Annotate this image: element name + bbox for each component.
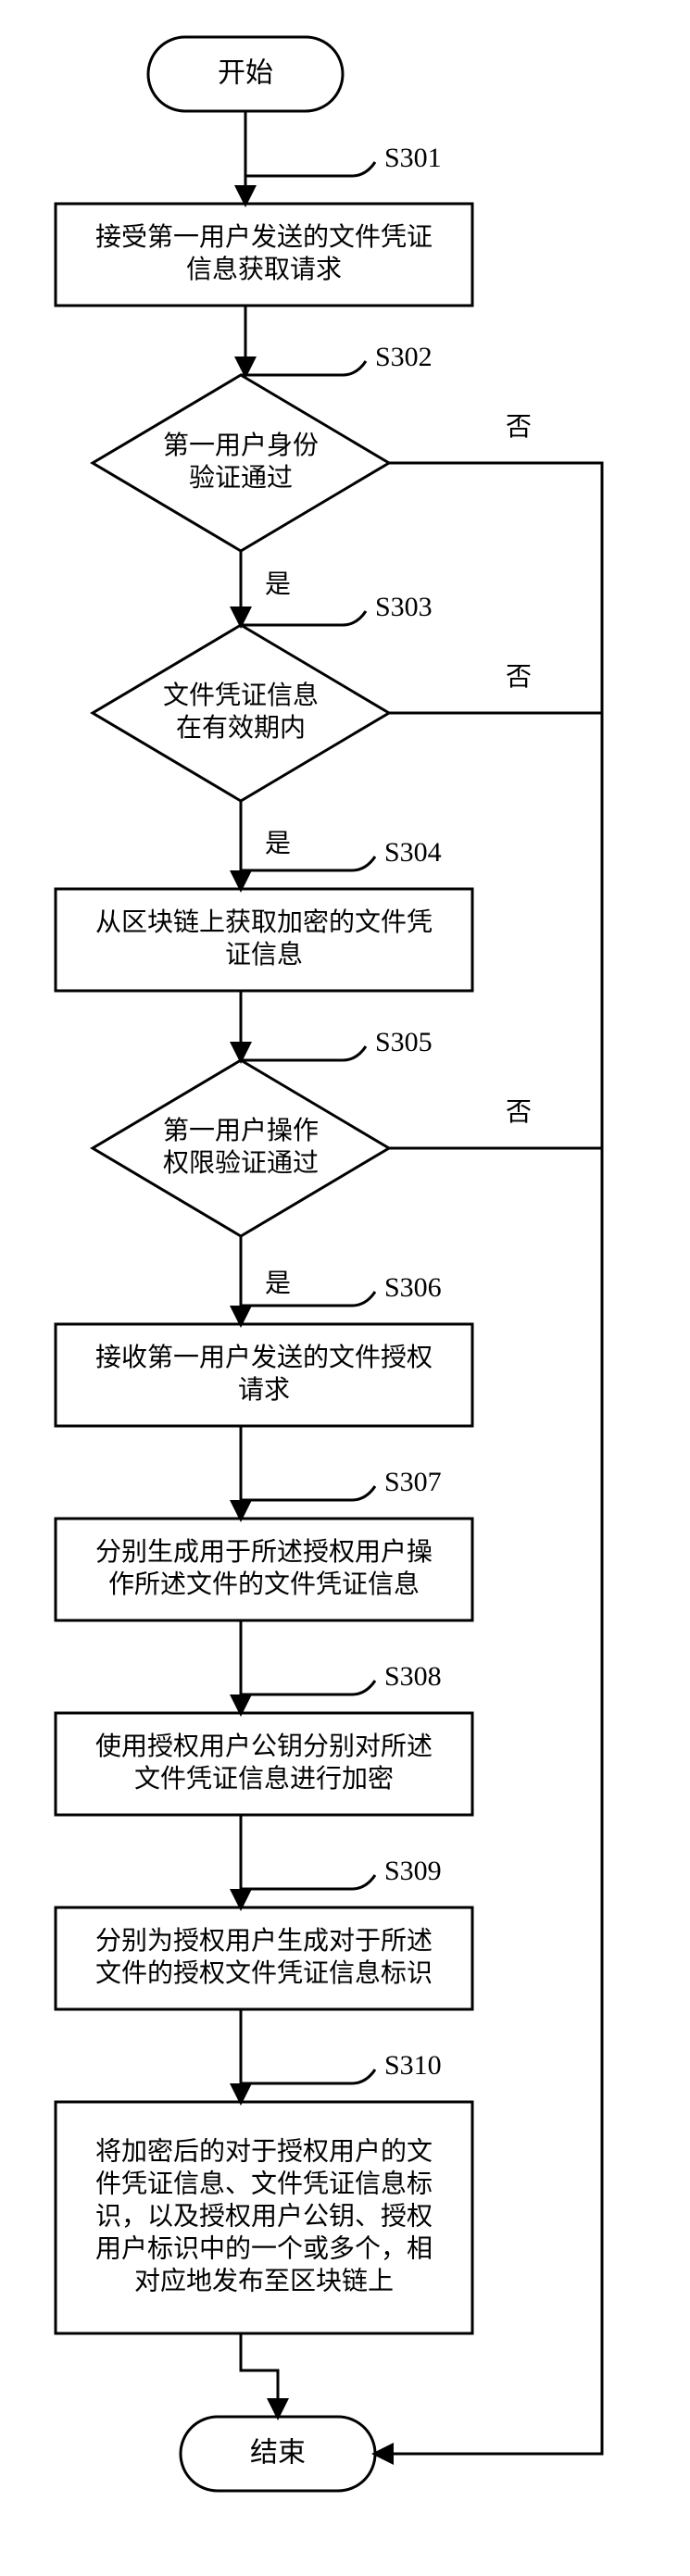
svg-text:验证通过: 验证通过 — [189, 463, 293, 493]
svg-text:信息获取请求: 信息获取请求 — [186, 255, 342, 284]
step-label-s301: S301 — [384, 143, 442, 173]
step-label-s305: S305 — [375, 1027, 433, 1057]
svg-text:请求: 请求 — [238, 1375, 290, 1405]
node-s304: 从区块链上获取加密的文件凭证信息 — [56, 889, 472, 991]
svg-text:分别为授权用户生成对于所述: 分别为授权用户生成对于所述 — [95, 1926, 433, 1956]
svg-text:文件凭证信息进行加密: 文件凭证信息进行加密 — [134, 1764, 394, 1794]
svg-text:分别生成用于所述授权用户操: 分别生成用于所述授权用户操 — [95, 1537, 433, 1567]
node-s308: 使用授权用户公钥分别对所述文件凭证信息进行加密 — [56, 1713, 472, 1815]
node-s309: 分别为授权用户生成对于所述文件的授权文件凭证信息标识 — [56, 1907, 472, 2009]
node-s310: 将加密后的对于授权用户的文件凭证信息、文件凭证信息标识，以及授权用户公钥、授权用… — [56, 2102, 472, 2333]
svg-text:将加密后的对于授权用户的文: 将加密后的对于授权用户的文 — [95, 2137, 433, 2167]
svg-text:第一用户身份: 第一用户身份 — [163, 431, 319, 460]
svg-text:使用授权用户公钥分别对所述: 使用授权用户公钥分别对所述 — [95, 1732, 433, 1761]
flowchart-diagram: 开始接受第一用户发送的文件凭证信息获取请求第一用户身份验证通过文件凭证信息在有效… — [0, 0, 690, 2576]
svg-text:结束: 结束 — [250, 2437, 306, 2468]
edge-label-12: 否 — [506, 663, 532, 692]
node-s306: 接收第一用户发送的文件授权请求 — [56, 1324, 472, 1426]
node-end: 结束 — [181, 2417, 375, 2491]
node-s301: 接受第一用户发送的文件凭证信息获取请求 — [56, 204, 472, 306]
step-label-s310: S310 — [384, 2050, 442, 2081]
step-label-s309: S309 — [384, 1856, 442, 1886]
svg-text:用户标识中的一个或多个，相: 用户标识中的一个或多个，相 — [95, 2234, 433, 2264]
svg-text:开始: 开始 — [218, 57, 273, 88]
svg-text:对应地发布至区块链上: 对应地发布至区块链上 — [134, 2267, 394, 2296]
edge-label-3: 是 — [265, 830, 291, 858]
edge-label-5: 是 — [265, 1269, 291, 1298]
edge-label-11: 否 — [506, 413, 532, 442]
svg-text:文件的授权文件凭证信息标识: 文件的授权文件凭证信息标识 — [95, 1958, 433, 1988]
step-label-s307: S307 — [384, 1467, 442, 1497]
step-label-s303: S303 — [375, 592, 433, 622]
node-start: 开始 — [148, 37, 343, 111]
svg-text:文件凭证信息: 文件凭证信息 — [163, 681, 319, 710]
step-label-s306: S306 — [384, 1272, 442, 1303]
edge-label-2: 是 — [265, 570, 291, 599]
node-s307: 分别生成用于所述授权用户操作所述文件的文件凭证信息 — [56, 1519, 472, 1620]
svg-text:第一用户操作: 第一用户操作 — [163, 1116, 319, 1145]
edge-label-13: 否 — [506, 1098, 532, 1127]
svg-text:权限验证通过: 权限验证通过 — [163, 1148, 319, 1178]
svg-text:在有效期内: 在有效期内 — [176, 713, 306, 743]
step-label-s304: S304 — [384, 837, 442, 868]
svg-text:作所述文件的文件凭证信息: 作所述文件的文件凭证信息 — [108, 1569, 420, 1599]
svg-text:识，以及授权用户公钥、授权: 识，以及授权用户公钥、授权 — [95, 2202, 433, 2232]
svg-text:接收第一用户发送的文件授权: 接收第一用户发送的文件授权 — [95, 1343, 433, 1372]
svg-text:接受第一用户发送的文件凭证: 接受第一用户发送的文件凭证 — [95, 222, 433, 252]
svg-text:证信息: 证信息 — [225, 940, 303, 969]
svg-text:从区块链上获取加密的文件凭: 从区块链上获取加密的文件凭 — [95, 907, 433, 937]
step-label-s308: S308 — [384, 1661, 442, 1692]
svg-text:件凭证信息、文件凭证信息标: 件凭证信息、文件凭证信息标 — [95, 2170, 433, 2199]
step-label-s302: S302 — [375, 342, 433, 372]
